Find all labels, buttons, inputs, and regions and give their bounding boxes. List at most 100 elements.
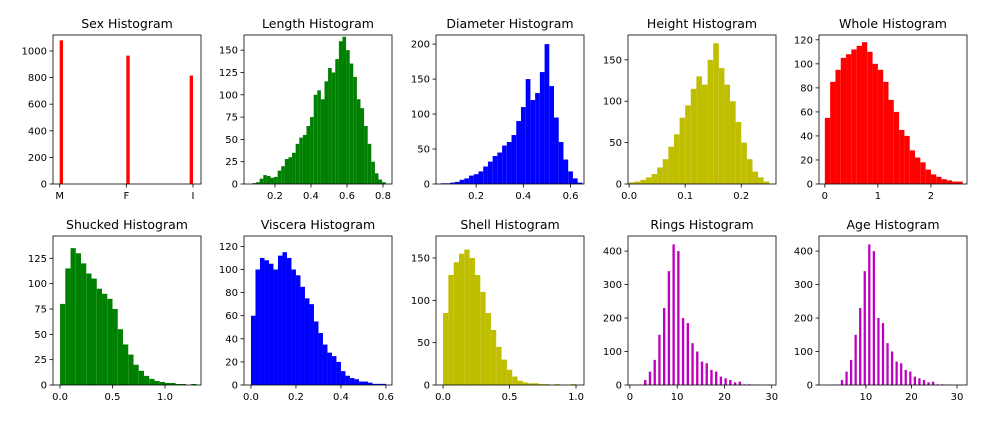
bar [376,383,382,385]
bar [539,72,545,184]
bar [483,166,488,184]
bar [502,145,507,184]
bar [327,352,332,385]
y-tick-label: 100 [794,347,813,358]
bar [572,178,578,184]
bar [544,384,550,385]
axes-frame [818,34,968,185]
bar [478,171,484,184]
bar [735,121,742,184]
bar [679,117,686,184]
bar [259,257,265,385]
y-tick-label: 50 [34,330,47,341]
y-tick-label: 100 [219,90,238,101]
bar [568,171,573,184]
y-tick-label: 200 [411,40,430,51]
bar [904,135,910,184]
chart-title: Diameter Histogram [446,16,573,31]
y-tick-label: 300 [794,280,813,291]
x-tick-label: 0.5 [502,392,518,403]
chart-title: Viscera Histogram [261,217,375,232]
bar [300,286,305,385]
bar [170,382,176,385]
bar [867,51,873,184]
bar [925,169,931,184]
bar [367,382,373,385]
y-tick-label: 0 [232,180,238,191]
bar [349,378,355,385]
bar [322,344,328,385]
y-tick-label: 100 [411,110,430,121]
bar [931,381,935,385]
bar [328,68,332,184]
y-tick-label: 0 [807,381,813,392]
chart-title: Rings Histogram [650,217,753,232]
y-tick-label: 40 [800,131,813,142]
bar [281,166,285,184]
bar [191,383,197,385]
bar [909,371,912,385]
y-tick-label: 800 [28,73,47,84]
y-tick-label: 0 [41,381,47,392]
axes-frame [818,235,968,386]
x-tick-label: 0.0 [621,191,637,202]
bar [890,351,894,385]
bar [690,88,697,184]
x-tick-label: 0.0 [435,392,451,403]
bar [264,260,269,385]
bar [763,181,770,184]
bar [286,257,292,385]
bar [957,181,963,184]
y-tick-label: 50 [225,135,238,146]
bar [450,182,455,184]
bar [367,143,372,184]
x-tick-label: 0.0 [243,392,259,403]
bar [295,143,300,184]
bar [525,79,531,184]
y-tick-label: 100 [603,97,622,108]
y-tick-label: 0 [807,180,813,191]
bar [700,361,704,385]
y-tick-label: 400 [28,126,47,137]
bar [480,291,486,385]
bar [522,382,529,385]
bar [730,101,736,184]
bar [318,333,323,385]
y-tick-label: 200 [794,314,813,325]
bar [657,167,663,184]
bar [673,134,680,184]
bar [317,90,321,184]
y-tick-label: 120 [219,242,238,253]
y-tick-label: 100 [411,296,430,307]
bar [930,174,937,184]
bar [653,359,656,385]
bar [266,175,271,184]
bar [696,76,702,184]
bar [299,137,303,184]
y-tick-label: 125 [28,254,47,265]
bar [651,174,658,184]
chart-title: Shucked Histogram [66,217,188,232]
bar [302,134,307,184]
bar [86,273,92,385]
bar [946,180,953,184]
bar [558,142,564,184]
bar [644,379,647,385]
bar [554,117,559,184]
bar [453,262,460,385]
bar [570,384,577,385]
bar [634,181,641,184]
bar [859,307,862,385]
bar [381,383,386,385]
chart-title: Shell Histogram [460,217,559,232]
x-tick-label: 0.2 [468,191,484,202]
bar [356,99,361,184]
x-tick-label: 0 [822,191,828,202]
chart-title: Sex Histogram [81,16,173,31]
bar [126,55,130,184]
bar [713,43,719,185]
axes-frame [627,34,777,185]
bar [310,117,314,184]
bar [854,334,857,385]
bar [363,381,368,385]
